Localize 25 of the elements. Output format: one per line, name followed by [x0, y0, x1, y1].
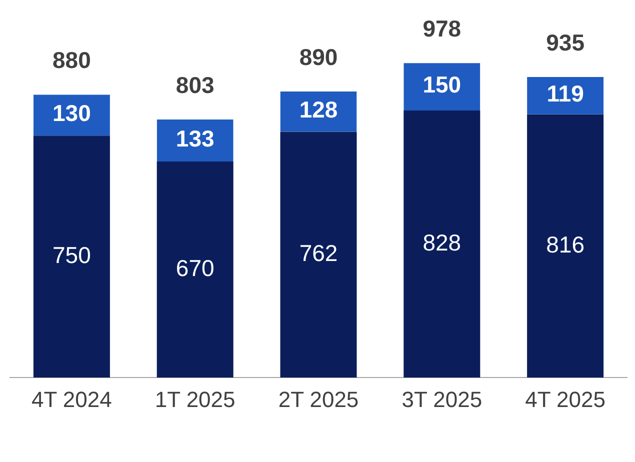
data-label: 128 — [299, 96, 338, 122]
total-label: 803 — [176, 72, 214, 98]
total-label: 978 — [422, 15, 462, 42]
data-label: 133 — [176, 125, 214, 152]
bar — [280, 132, 357, 378]
bar — [527, 114, 604, 378]
data-label: 816 — [546, 231, 584, 258]
data-label: 828 — [422, 229, 462, 256]
data-label: 750 — [52, 242, 91, 268]
data-label: 670 — [176, 254, 214, 281]
x-tick-label: 4T 2024 — [32, 386, 112, 412]
bar — [404, 110, 480, 378]
total-label: 880 — [52, 47, 91, 74]
total-label: 935 — [546, 29, 585, 56]
x-tick-label: 2T 2025 — [278, 386, 359, 412]
x-tick-label: 1T 2025 — [154, 386, 236, 412]
data-label: 119 — [546, 80, 584, 107]
x-tick-label: 4T 2025 — [525, 386, 606, 412]
data-label: 762 — [299, 240, 338, 266]
bar — [156, 161, 234, 378]
data-label: 130 — [52, 100, 91, 126]
x-tick-label: 3T 2025 — [402, 386, 482, 412]
bar — [33, 136, 110, 378]
total-label: 890 — [299, 44, 338, 70]
data-label: 150 — [422, 72, 462, 98]
